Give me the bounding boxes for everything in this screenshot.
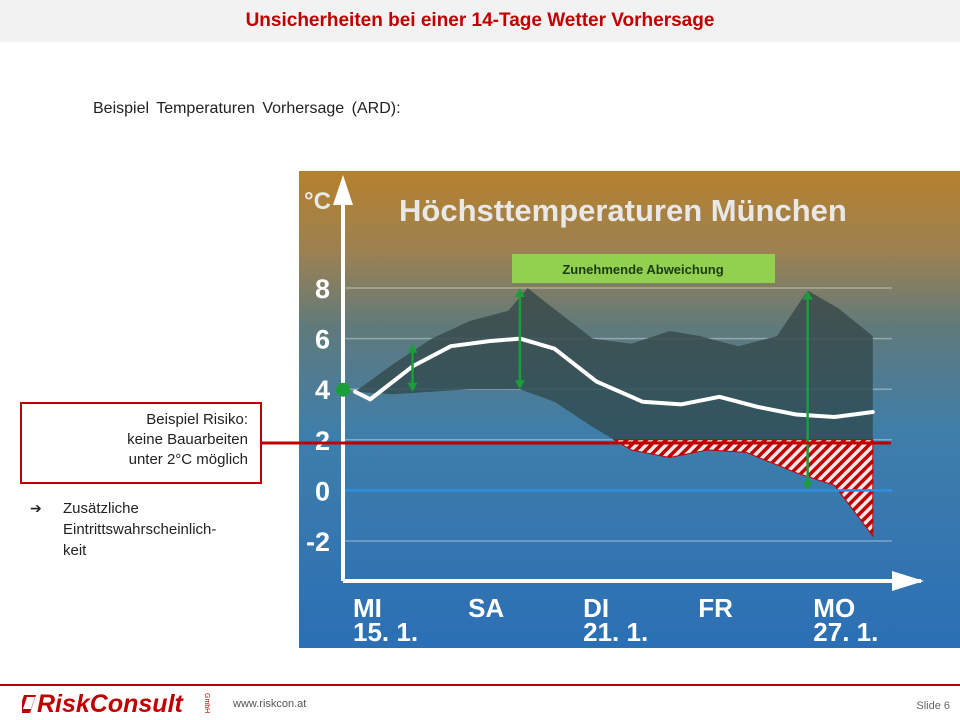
slide-title: Unsicherheiten bei einer 14-Tage Wetter … (245, 10, 715, 31)
y-tick-label: 6 (315, 325, 330, 355)
title-bar (0, 0, 960, 42)
y-tick-label: 8 (315, 274, 330, 304)
deviation-arrows (407, 288, 813, 491)
deviation-arrow-head-down (514, 380, 525, 390)
y-axis-arrow (333, 175, 353, 205)
temperature-line (353, 336, 875, 419)
x-tick-day: MO (813, 593, 855, 623)
x-tick-date: 27. 1. (813, 617, 878, 647)
x-tick-date: 21. 1. (583, 617, 648, 647)
x-tick-day: MI (353, 593, 382, 623)
risk-callout-line-3: unter 2°C möglich (128, 451, 248, 468)
note-line-2: Eintrittswahrscheinlich- (63, 521, 217, 538)
website-link[interactable]: www.riskcon.at (233, 698, 307, 710)
note-line-1: Zusätzliche (63, 500, 139, 517)
y-tick-labels: 8 6 4 2 0 -2 (306, 274, 330, 557)
annotation-label: Zunehmende Abweichung (562, 262, 723, 277)
x-tick-day: DI (583, 593, 609, 623)
deviation-arrow-head-up (514, 288, 525, 297)
y-tick-label: -2 (306, 527, 330, 557)
right-arrow-icon: ➔ (30, 500, 42, 516)
chart-title: Höchsttemperaturen München (399, 193, 847, 228)
start-point-marker (336, 382, 350, 397)
y-axis-label: °C (304, 188, 331, 215)
note-line-3: keit (63, 542, 87, 559)
x-tick-date: 15. 1. (353, 617, 418, 647)
chart-caption: Beispiel Temperaturen Vorhersage (ARD): (93, 100, 401, 117)
y-tick-label: 4 (315, 375, 330, 405)
forecast-chart: 8 6 4 2 0 -2 MI 15. 1. SA DI 21. 1. FR MO 27. 1. Höc… (299, 171, 960, 648)
deviation-arrow-head-up (802, 290, 813, 300)
slide-number: Slide 6 (916, 700, 950, 712)
y-tick-label: 2 (315, 426, 330, 456)
logo-suffix: GmbH (203, 693, 210, 713)
logo-text: RiskConsult (37, 690, 185, 717)
uncertainty-band (355, 288, 873, 536)
footer-divider (0, 684, 960, 686)
note-text: Zusätzliche Eintrittswahrscheinlich- kei… (63, 498, 216, 561)
annotation-badge-bg (512, 254, 775, 283)
deviation-arrow-head-down (802, 481, 813, 491)
x-tick-day: SA (468, 593, 504, 623)
riskconsult-logo: RiskConsult GmbH (22, 690, 210, 717)
risk-callout-line-2: keine Bauarbeiten (127, 431, 248, 448)
annotation-badge: Zunehmende Abweichung (512, 254, 775, 283)
risk-callout-line-1: Beispiel Risiko: (146, 411, 248, 428)
risk-callout: Beispiel Risiko: keine Bauarbeiten unter… (20, 402, 262, 484)
deviation-arrow-head-up (407, 343, 418, 353)
deviation-arrow-head-down (407, 382, 418, 392)
x-tick-day: FR (698, 593, 733, 623)
x-axis-arrow (892, 571, 924, 591)
y-tick-label: 0 (315, 476, 330, 506)
